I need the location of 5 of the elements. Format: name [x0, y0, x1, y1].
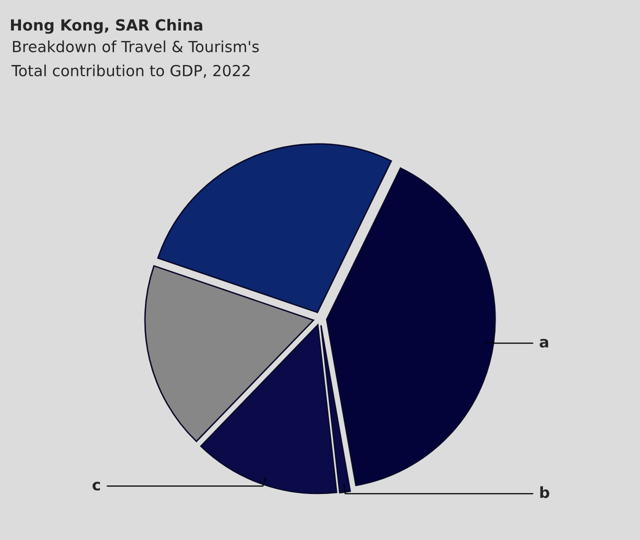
slice-label: c: [92, 482, 100, 490]
chart-subtitle: Breakdown of Travel & Tourism's Total contribution to GDP, 2022: [11, 40, 259, 78]
slice-label: b: [540, 486, 550, 498]
slice-label: a: [540, 338, 548, 348]
chart-title: Hong Kong, SAR China: [11, 18, 202, 34]
